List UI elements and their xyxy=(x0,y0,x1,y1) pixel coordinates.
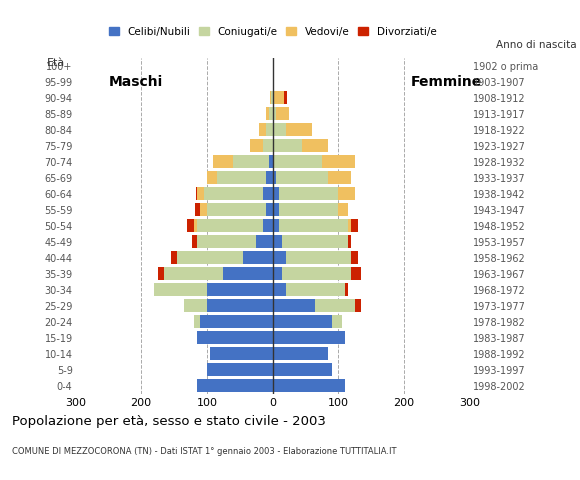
Bar xyxy=(286,283,345,296)
Bar xyxy=(273,155,322,168)
Bar xyxy=(273,219,279,232)
Bar xyxy=(273,283,286,296)
Bar xyxy=(273,331,345,345)
Bar xyxy=(276,171,328,184)
Bar xyxy=(266,203,273,216)
Bar xyxy=(263,219,273,232)
Bar xyxy=(197,187,204,201)
Bar xyxy=(271,91,273,105)
Bar xyxy=(273,75,274,88)
Bar xyxy=(273,203,279,216)
Bar xyxy=(207,299,273,312)
Bar xyxy=(223,267,273,280)
Bar xyxy=(233,155,269,168)
Bar xyxy=(269,107,273,120)
Bar xyxy=(263,139,273,153)
Bar xyxy=(316,299,355,312)
Bar xyxy=(269,155,273,168)
Bar xyxy=(282,235,348,249)
Bar xyxy=(273,107,276,120)
Bar xyxy=(351,251,358,264)
Bar xyxy=(273,171,276,184)
Bar xyxy=(273,91,274,105)
Text: Anno di nascita: Anno di nascita xyxy=(496,40,577,50)
Bar xyxy=(263,187,273,201)
Bar xyxy=(171,251,177,264)
Bar xyxy=(197,379,273,393)
Bar xyxy=(276,107,289,120)
Bar xyxy=(273,363,332,376)
Bar xyxy=(194,315,200,328)
Bar xyxy=(213,155,233,168)
Bar xyxy=(274,91,284,105)
Bar xyxy=(273,315,332,328)
Bar xyxy=(273,347,328,360)
Bar xyxy=(338,203,348,216)
Bar xyxy=(256,235,273,249)
Bar xyxy=(195,203,200,216)
Bar xyxy=(270,91,271,105)
Bar xyxy=(279,187,338,201)
Bar xyxy=(332,315,342,328)
Legend: Celibi/Nubili, Coniugati/e, Vedovi/e, Divorziati/e: Celibi/Nubili, Coniugati/e, Vedovi/e, Di… xyxy=(105,23,440,41)
Bar xyxy=(273,251,286,264)
Bar xyxy=(266,123,273,136)
Bar xyxy=(158,267,164,280)
Bar xyxy=(351,219,358,232)
Bar xyxy=(207,171,217,184)
Bar xyxy=(273,299,316,312)
Bar xyxy=(207,283,273,296)
Bar xyxy=(322,155,355,168)
Text: Popolazione per età, sesso e stato civile - 2003: Popolazione per età, sesso e stato civil… xyxy=(12,415,325,428)
Bar xyxy=(207,363,273,376)
Bar xyxy=(197,331,273,345)
Text: Femmine: Femmine xyxy=(411,74,482,89)
Bar xyxy=(279,203,338,216)
Bar xyxy=(273,267,282,280)
Bar xyxy=(266,171,273,184)
Bar xyxy=(204,187,263,201)
Bar xyxy=(154,283,207,296)
Bar xyxy=(197,235,256,249)
Bar xyxy=(355,299,361,312)
Bar xyxy=(286,123,312,136)
Bar xyxy=(348,235,351,249)
Bar xyxy=(259,123,266,136)
Bar xyxy=(345,283,348,296)
Bar xyxy=(273,187,279,201)
Bar xyxy=(284,91,287,105)
Bar xyxy=(200,203,207,216)
Text: COMUNE DI MEZZOCORONA (TN) - Dati ISTAT 1° gennaio 2003 - Elaborazione TUTTITALI: COMUNE DI MEZZOCORONA (TN) - Dati ISTAT … xyxy=(12,446,396,456)
Text: Età: Età xyxy=(48,58,66,68)
Bar xyxy=(351,267,361,280)
Bar xyxy=(273,123,286,136)
Bar xyxy=(243,251,273,264)
Bar xyxy=(279,219,348,232)
Bar xyxy=(273,235,282,249)
Bar xyxy=(192,235,197,249)
Bar xyxy=(273,379,345,393)
Bar xyxy=(164,267,223,280)
Bar xyxy=(177,251,243,264)
Bar xyxy=(197,219,263,232)
Bar xyxy=(194,219,197,232)
Bar xyxy=(328,171,351,184)
Bar xyxy=(200,315,273,328)
Text: Maschi: Maschi xyxy=(108,74,162,89)
Bar xyxy=(195,187,197,201)
Bar xyxy=(348,219,351,232)
Bar xyxy=(302,139,328,153)
Bar xyxy=(273,139,302,153)
Bar xyxy=(249,139,263,153)
Bar xyxy=(207,203,266,216)
Bar xyxy=(184,299,207,312)
Bar xyxy=(210,347,273,360)
Bar xyxy=(187,219,194,232)
Bar xyxy=(282,267,351,280)
Bar xyxy=(338,187,355,201)
Bar xyxy=(217,171,266,184)
Bar xyxy=(286,251,351,264)
Bar xyxy=(266,107,269,120)
